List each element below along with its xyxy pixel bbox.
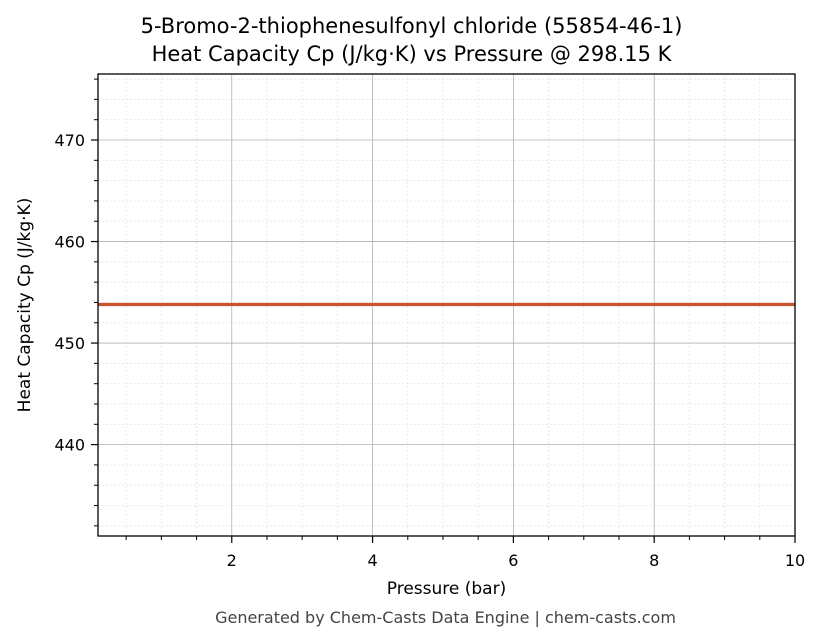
- x-tick-label: 6: [508, 551, 518, 570]
- footer-credit: Generated by Chem-Casts Data Engine | ch…: [215, 608, 676, 627]
- plot-frame: [97, 73, 796, 537]
- x-tick-label: 4: [367, 551, 377, 570]
- tick-labels: 2 4 6 8 10 440 450 460 470: [54, 131, 805, 570]
- chart-title-line2: Heat Capacity Cp (J/kg·K) vs Pressure @ …: [151, 42, 672, 66]
- axis-ticks: [91, 78, 796, 543]
- y-tick-label: 450: [54, 334, 85, 353]
- x-tick-label: 8: [649, 551, 659, 570]
- minor-grid: [98, 74, 795, 536]
- y-tick-label: 460: [54, 233, 85, 252]
- y-tick-label: 440: [54, 436, 85, 455]
- x-tick-label: 10: [785, 551, 805, 570]
- x-tick-label: 2: [227, 551, 237, 570]
- y-axis-label: Heat Capacity Cp (J/kg·K): [15, 198, 35, 413]
- x-axis-label: Pressure (bar): [387, 579, 506, 599]
- chart-title-line1: 5-Bromo-2-thiophenesulfonyl chloride (55…: [140, 14, 683, 38]
- y-tick-label: 470: [54, 131, 85, 150]
